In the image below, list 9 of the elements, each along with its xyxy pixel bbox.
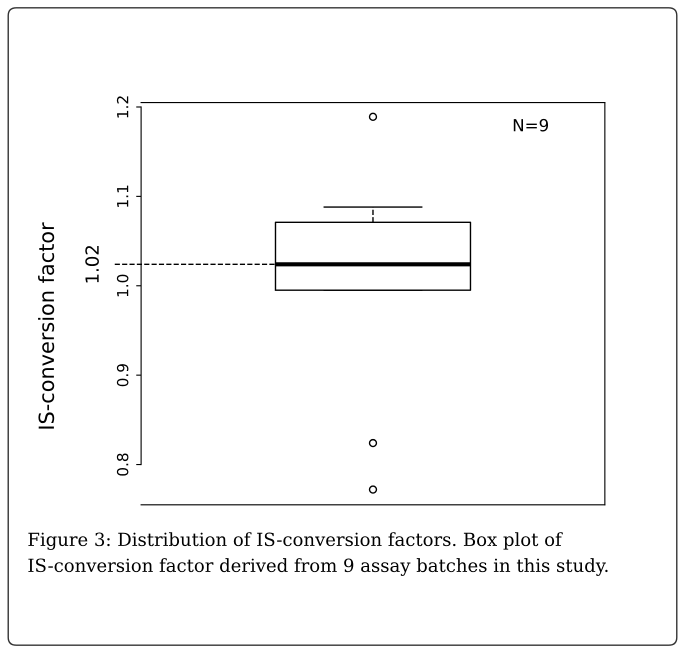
ref-line-label: 1.02 <box>85 246 99 282</box>
annotation: N=9 <box>514 118 548 132</box>
y-tick-label: 1.1 <box>117 186 128 207</box>
y-tick-label: 1.0 <box>116 274 128 296</box>
y-tick-label: 1.2 <box>116 96 128 118</box>
y-tick-label: 0.9 <box>116 364 128 386</box>
y-tick-label: 0.8 <box>116 453 128 476</box>
y-axis-title: IS-conversion factor <box>38 222 54 429</box>
caption: Figure 3: Distribution of IS-conversion factors. Box plot of IS-conversion factor derived from 9 assay batches in this study. <box>28 532 608 576</box>
